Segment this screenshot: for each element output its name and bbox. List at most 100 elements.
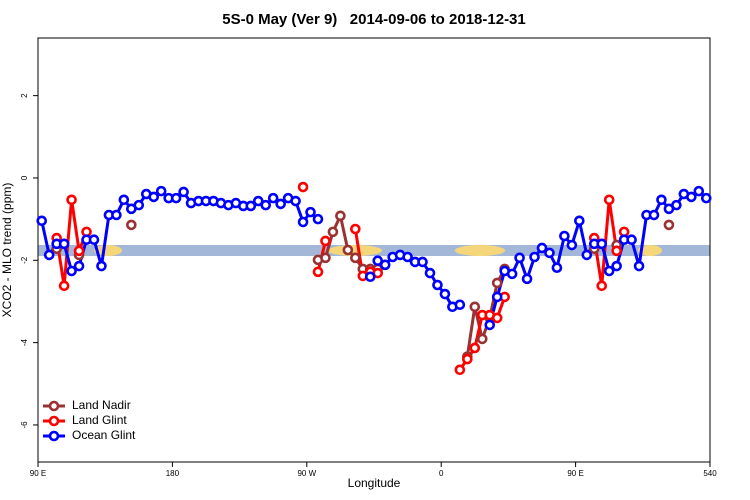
data-point <box>267 192 279 204</box>
data-point <box>170 192 182 204</box>
plot-frame <box>37 37 711 463</box>
data-point <box>252 195 264 207</box>
data-point <box>693 185 705 197</box>
data-point <box>536 242 548 254</box>
data-point <box>551 262 563 274</box>
data-point <box>402 251 413 263</box>
data-point <box>491 291 503 303</box>
data-point <box>521 273 533 285</box>
data-point <box>66 265 77 277</box>
data-point <box>58 238 70 250</box>
data-point <box>305 206 316 218</box>
data-point <box>320 252 331 264</box>
data-point <box>559 230 570 242</box>
data-point <box>656 194 667 206</box>
data-point <box>484 319 496 331</box>
data-point <box>327 226 339 238</box>
data-point <box>506 268 518 280</box>
data-point <box>454 364 466 376</box>
data-point <box>491 277 503 289</box>
data-point <box>611 245 622 257</box>
data-point <box>58 280 70 292</box>
data-point <box>126 219 137 231</box>
data-point <box>350 252 361 264</box>
data-point <box>342 244 354 256</box>
data-point <box>417 256 428 268</box>
data-point <box>379 259 391 271</box>
data-point <box>454 299 466 311</box>
chart-title: 5S-0 May (Ver 9) 2014-09-06 to 2018-12-3… <box>222 11 526 28</box>
data-point <box>491 312 503 324</box>
data-point <box>43 249 55 261</box>
data-point <box>596 238 608 250</box>
legend-marker <box>48 430 60 442</box>
x-tick-label: 90 E <box>567 469 583 478</box>
data-point <box>73 245 85 257</box>
data-point <box>544 247 555 259</box>
data-point <box>66 194 77 206</box>
data-point <box>297 181 309 193</box>
legend-label: Ocean Glint <box>72 428 136 442</box>
data-point <box>462 353 473 365</box>
legend-marker <box>48 415 60 427</box>
y-tick-label: -6 <box>20 421 29 429</box>
data-point <box>648 209 660 221</box>
data-point <box>596 280 608 292</box>
data-point <box>603 194 615 206</box>
data-point <box>88 234 100 246</box>
data-point <box>663 219 675 231</box>
data-point <box>611 260 622 272</box>
data-point <box>133 199 145 211</box>
data-point <box>178 186 189 198</box>
data-point <box>297 216 309 228</box>
data-point <box>118 194 130 206</box>
data-point <box>671 199 682 211</box>
y-tick-label: -4 <box>20 339 29 347</box>
data-point <box>96 260 107 272</box>
data-point <box>476 333 488 345</box>
data-point <box>529 251 540 263</box>
x-tick-label: 90 E <box>30 469 46 478</box>
x-axis-label: Longitude <box>348 476 401 490</box>
data-point <box>469 301 481 313</box>
data-point <box>148 191 160 203</box>
legend-label: Land Nadir <box>72 398 131 412</box>
data-point <box>312 213 324 225</box>
data-point <box>364 271 376 283</box>
data-point <box>574 215 585 227</box>
data-point <box>290 195 301 207</box>
land-patch <box>328 245 382 256</box>
y-tick-label: 0 <box>20 175 29 180</box>
x-tick-label: 540 <box>703 469 717 478</box>
data-point <box>514 252 525 264</box>
data-point <box>700 192 712 204</box>
land-patch <box>455 245 505 256</box>
data-point <box>633 260 645 272</box>
data-point <box>603 265 615 277</box>
data-point <box>350 223 361 235</box>
land-patch <box>638 245 662 256</box>
land-patch <box>94 245 122 256</box>
data-point <box>686 191 697 203</box>
data-point <box>245 200 257 212</box>
data-point <box>439 288 451 300</box>
data-point <box>566 239 578 251</box>
x-tick-label: 0 <box>439 469 444 478</box>
data-point <box>155 185 167 197</box>
data-point <box>260 199 272 211</box>
y-axis-label: XCO2 - MLO trend (ppm) <box>0 183 14 318</box>
x-tick-label: 180 <box>166 469 180 478</box>
data-point <box>424 267 436 279</box>
data-point <box>335 210 346 222</box>
data-point <box>581 249 593 261</box>
data-point <box>626 234 637 246</box>
data-point <box>111 209 122 221</box>
data-point <box>372 255 384 267</box>
y-tick-label: 2 <box>20 93 29 98</box>
data-point <box>320 235 331 247</box>
legend-label: Land Glint <box>72 413 127 427</box>
y-tick-label: -2 <box>20 256 29 264</box>
data-point <box>275 198 286 210</box>
data-point <box>432 279 443 291</box>
